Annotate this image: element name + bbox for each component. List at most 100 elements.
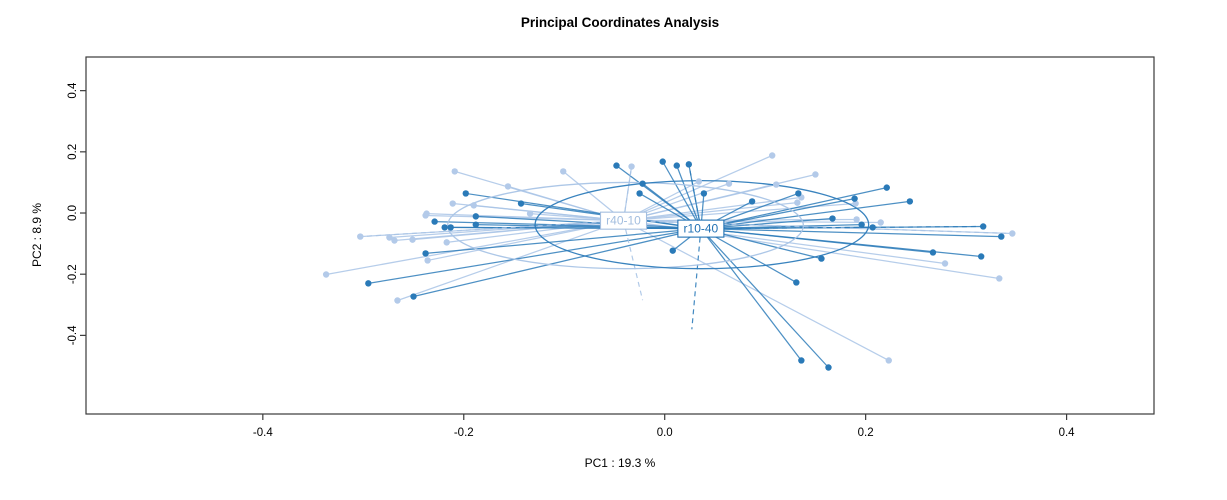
spider-line-r10-40 (700, 227, 1002, 238)
data-point-r10-40 (851, 195, 858, 202)
data-point-r10-40 (818, 255, 825, 262)
spider-line-r10-40 (700, 227, 934, 254)
data-point-r10-40 (980, 223, 987, 230)
data-point-r10-40 (462, 190, 469, 197)
data-point-r10-40 (472, 213, 480, 220)
data-point-r10-40 (659, 158, 666, 165)
spider-line-r40-10 (623, 220, 890, 362)
data-point-r40-10 (877, 219, 884, 226)
data-point-r10-40 (869, 224, 876, 231)
data-point-r40-10 (812, 171, 819, 178)
data-point-r40-10 (794, 199, 801, 206)
chart-title: Principal Coordinates Analysis (520, 15, 720, 30)
spider-line-r40-10 (473, 204, 624, 222)
data-point-r40-10 (695, 178, 703, 185)
data-point-r10-40 (700, 190, 708, 197)
data-point-r10-40 (906, 198, 914, 205)
data-point-r40-10 (526, 210, 534, 217)
spider-line-r10-40 (676, 165, 702, 229)
x-tick-label: -0.4 (253, 427, 273, 439)
spider-line-r40-10 (326, 220, 624, 276)
data-point-r10-40 (883, 184, 890, 191)
centroid-label-r10-40: r10-40 (684, 222, 719, 236)
data-point-r10-40 (673, 162, 680, 169)
data-point-r40-10 (470, 202, 478, 209)
data-point-r10-40 (613, 162, 620, 169)
data-point-r40-10 (424, 257, 431, 264)
spider-line-r10-40 (700, 187, 887, 230)
data-point-r10-40 (447, 224, 454, 231)
data-point-r10-40 (669, 247, 676, 254)
x-axis-title: PC1 : 19.3 % (584, 456, 656, 470)
spider-line-r10-40 (700, 228, 802, 361)
data-point-r40-10 (853, 216, 860, 223)
data-point-r10-40 (748, 198, 756, 205)
data-point-r10-40 (365, 280, 372, 287)
x-tick-label: 0.2 (858, 427, 874, 439)
data-point-r10-40 (795, 190, 802, 197)
data-point-r10-40 (639, 180, 646, 187)
data-point-r40-10 (773, 181, 780, 188)
data-point-r40-10 (391, 237, 398, 244)
spider-line-r10-40 (425, 227, 701, 255)
spider-line-r40-10 (425, 214, 624, 222)
spider-line-r10-40 (662, 161, 702, 229)
spider-line-r40-10 (623, 201, 798, 222)
spider-dashed-line-r40-10 (360, 220, 624, 238)
y-tick-label: 0.2 (67, 144, 79, 160)
centroid-label-r40-10: r40-10 (606, 214, 641, 228)
x-tick-label: 0.0 (657, 427, 673, 439)
spider-line-r10-40 (368, 228, 701, 284)
spider-line-r10-40 (413, 228, 702, 298)
data-point-r40-10 (422, 212, 429, 219)
data-point-r40-10 (725, 180, 733, 187)
spider-line-r40-10 (623, 173, 816, 222)
data-point-r10-40 (636, 190, 643, 197)
data-point-r10-40 (793, 279, 800, 286)
data-point-r40-10 (1009, 230, 1016, 237)
data-point-r40-10 (504, 183, 512, 190)
data-point-r40-10 (409, 236, 416, 243)
spider-line-r10-40 (475, 224, 701, 230)
spider-dashed-line-r10-40 (691, 228, 702, 330)
data-point-r10-40 (825, 364, 832, 371)
data-point-r40-10 (885, 357, 892, 364)
data-point-r40-10 (451, 168, 458, 175)
data-point-r10-40 (472, 221, 480, 228)
spider-line-r40-10 (446, 220, 624, 244)
data-point-r10-40 (441, 224, 448, 231)
centroid-label-box-r40-10 (599, 211, 648, 230)
data-point-r10-40 (829, 215, 836, 222)
data-point-r10-40 (685, 161, 693, 168)
spider-dashed-line-r10-40 (688, 164, 702, 229)
data-point-r40-10 (852, 200, 859, 207)
y-tick-label: 0.0 (67, 205, 79, 221)
x-tick-label: 0.4 (1059, 427, 1076, 439)
spider-dashed-line-r40-10 (622, 220, 644, 301)
plot-border (85, 56, 1155, 415)
data-point-r40-10 (357, 233, 364, 240)
centroid-label-box-r10-40 (677, 219, 725, 238)
data-point-r10-40 (798, 357, 805, 364)
y-tick-label: -0.4 (67, 325, 79, 345)
spider-dashed-line-r10-40 (700, 225, 984, 230)
data-point-r10-40 (998, 233, 1005, 240)
y-tick-label: -0.2 (67, 264, 79, 284)
data-point-r40-10 (449, 200, 456, 207)
data-point-r10-40 (431, 218, 438, 225)
spider-line-r10-40 (700, 228, 829, 368)
spider-line-r40-10 (412, 220, 624, 241)
data-point-r40-10 (628, 163, 635, 170)
x-tick-label: -0.2 (454, 427, 474, 439)
data-point-r40-10 (941, 260, 949, 267)
data-point-r10-40 (929, 249, 937, 256)
group-ellipse-r40-10 (447, 181, 805, 270)
data-point-r10-40 (858, 221, 865, 228)
data-point-r40-10 (560, 168, 567, 175)
data-point-r40-10 (386, 234, 393, 241)
data-point-r40-10 (322, 271, 330, 278)
data-point-r40-10 (996, 275, 1003, 282)
data-point-r10-40 (977, 253, 985, 260)
